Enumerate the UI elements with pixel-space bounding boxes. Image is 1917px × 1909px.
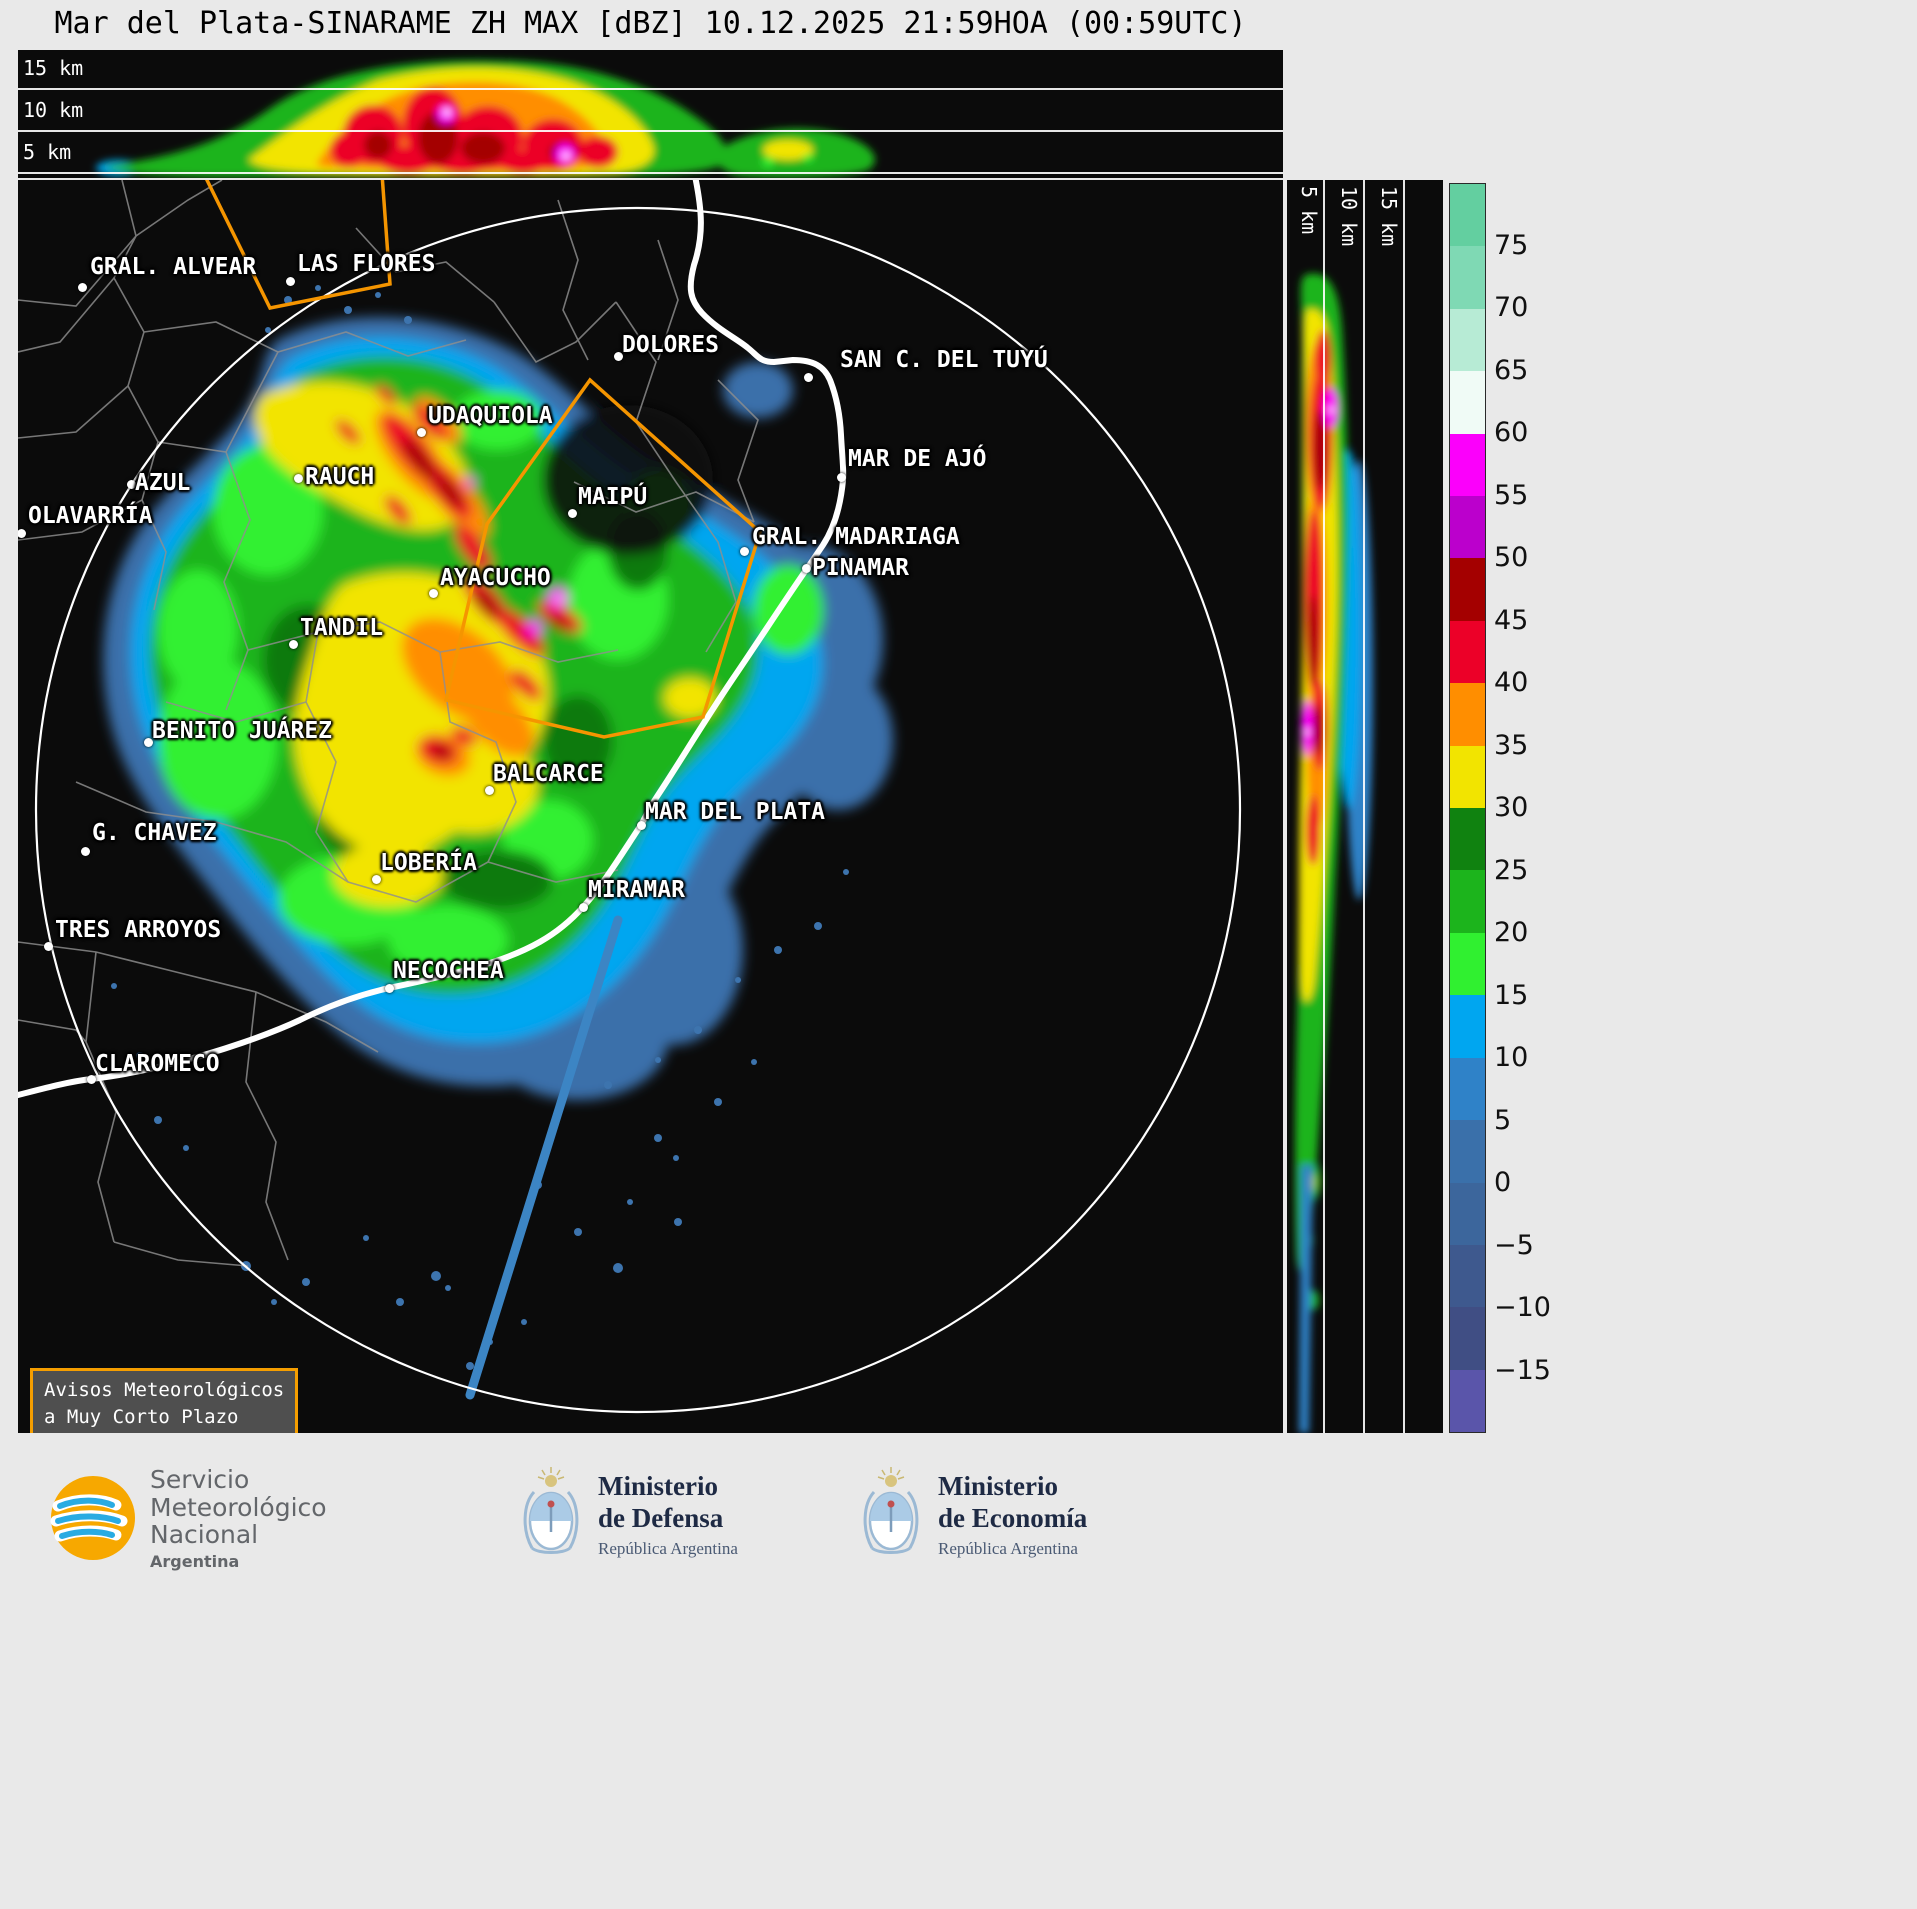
altitude-line-5km-v: [1323, 180, 1325, 1433]
main-radar-panel: GRAL. ALVEAR LAS FLORES DOLORES SAN C. DEL …: [18, 180, 1283, 1433]
reflectivity-echo-layer: [103, 317, 893, 1100]
colorbar-segment: [1450, 870, 1485, 933]
colorbar-segment: [1450, 808, 1485, 871]
colorbar-tick: 40: [1494, 667, 1529, 698]
dbz-colorbar-ticks: 75 70 65 60 55 50 45 40 35 30 25 20 15 10 5 0 −5 −10 −15: [1494, 183, 1590, 1433]
colorbar-segment: [1450, 558, 1485, 621]
radar-range-circle: [34, 206, 1242, 1414]
colorbar-segment: [1450, 745, 1485, 809]
altitude-label-5km: 5 km: [23, 140, 72, 164]
smn-logo-block: Servicio Meteorológico Nacional Argentin…: [50, 1466, 327, 1571]
warning-badge: Avisos Meteorológicos a Muy Corto Plazo: [30, 1368, 299, 1433]
colorbar-tick: −5: [1494, 1229, 1534, 1261]
ministry-economia-title-line1: Ministerio: [938, 1471, 1058, 1502]
colorbar-segment: [1450, 1182, 1485, 1245]
altitude-label-15km: 15 km: [23, 56, 84, 80]
colorbar-segment: [1450, 995, 1485, 1058]
altitude-line-10km: [18, 130, 1283, 132]
colorbar-tick: 65: [1494, 354, 1529, 386]
colorbar-tick: 15: [1494, 979, 1529, 1011]
colorbar-tick: 20: [1494, 917, 1529, 948]
top-profile-echo: [96, 60, 875, 178]
colorbar-tick: 30: [1494, 792, 1529, 823]
colorbar-segment: [1450, 1244, 1485, 1308]
colorbar-segment: [1450, 184, 1485, 247]
right-altitude-profile-panel: 5 km 10 km 15 km: [1287, 180, 1443, 1433]
colorbar-tick: 25: [1494, 854, 1529, 886]
colorbar-segment: [1450, 496, 1485, 559]
colorbar-segment: [1450, 1307, 1485, 1370]
altitude-label-15km-v: 15 km: [1377, 186, 1401, 247]
altitude-line-15km-v: [1403, 180, 1405, 1433]
ministry-defensa-block: Ministerio de Defensa República Argentin…: [518, 1466, 738, 1564]
colorbar-tick: 45: [1494, 604, 1529, 636]
ministry-defensa-title-line2: de Defensa: [598, 1502, 724, 1533]
ministry-economia-subtitle: República Argentina: [938, 1538, 1078, 1558]
coastline: [18, 180, 847, 1099]
ministry-economia-block: Ministerio de Economía República Argenti…: [858, 1466, 1087, 1564]
altitude-line-15km: [18, 88, 1283, 90]
colorbar-segment: [1450, 1369, 1485, 1433]
colorbar-tick: 10: [1494, 1042, 1529, 1073]
ministry-defensa-title-line1: Ministerio: [598, 1471, 718, 1502]
colorbar-tick: 5: [1494, 1104, 1512, 1136]
warning-badge-line2: a Muy Corto Plazo: [44, 1405, 239, 1428]
colorbar-tick: −10: [1494, 1292, 1551, 1323]
argentina-coat-of-arms-icon: [863, 1467, 919, 1554]
colorbar-tick: 75: [1494, 229, 1529, 261]
colorbar-segment: [1450, 308, 1485, 372]
interference-streak: [465, 915, 623, 1400]
ministry-economia-title-line2: de Economía: [938, 1502, 1088, 1533]
smn-name-line3: Nacional: [150, 1520, 259, 1549]
colorbar-segment: [1450, 620, 1485, 684]
colorbar-segment: [1450, 246, 1485, 309]
altitude-label-10km: 10 km: [23, 98, 84, 122]
colorbar-tick: 50: [1494, 542, 1529, 573]
altitude-label-10km-v: 10 km: [1337, 186, 1361, 247]
footer: Servicio Meteorológico Nacional Argentin…: [0, 1462, 1917, 1602]
argentina-coat-of-arms-icon: [523, 1467, 579, 1554]
colorbar-segment: [1450, 1057, 1485, 1121]
colorbar-segment: [1450, 1120, 1485, 1183]
dbz-colorbar: [1449, 183, 1486, 1433]
colorbar-tick: 35: [1494, 729, 1529, 761]
warning-badge-line1: Avisos Meteorológicos: [44, 1379, 285, 1401]
top-altitude-profile-panel: 15 km 10 km 5 km: [18, 50, 1283, 178]
colorbar-segment: [1450, 683, 1485, 746]
colorbar-segment: [1450, 371, 1485, 434]
product-title: Mar del Plata-SINARAME ZH MAX [dBZ] 10.1…: [54, 6, 1247, 41]
colorbar-segment: [1450, 932, 1485, 996]
altitude-label-5km-v: 5 km: [1297, 186, 1321, 235]
altitude-line-5km: [18, 172, 1283, 174]
colorbar-tick: 0: [1494, 1167, 1512, 1198]
right-echo-layer: [1294, 273, 1373, 1433]
colorbar-tick: −15: [1494, 1354, 1551, 1386]
smn-country: Argentina: [150, 1551, 240, 1571]
colorbar-tick: 60: [1494, 417, 1529, 448]
department-boundaries: [18, 180, 759, 1267]
radar-map: [18, 180, 1242, 1414]
colorbar-tick: 55: [1494, 479, 1529, 511]
top-echo-layer: [96, 60, 875, 178]
smn-name-line2: Meteorológico: [150, 1492, 327, 1522]
right-profile-echo: [1294, 273, 1373, 1433]
smn-name-line1: Servicio: [150, 1465, 250, 1494]
colorbar-segment: [1450, 433, 1485, 497]
colorbar-tick: 70: [1494, 292, 1529, 323]
echo-speckles: [111, 285, 849, 1370]
smn-logo: [50, 1476, 135, 1561]
warning-polygons: [205, 180, 763, 739]
ministry-defensa-subtitle: República Argentina: [598, 1538, 738, 1558]
altitude-line-10km-v: [1363, 180, 1365, 1433]
